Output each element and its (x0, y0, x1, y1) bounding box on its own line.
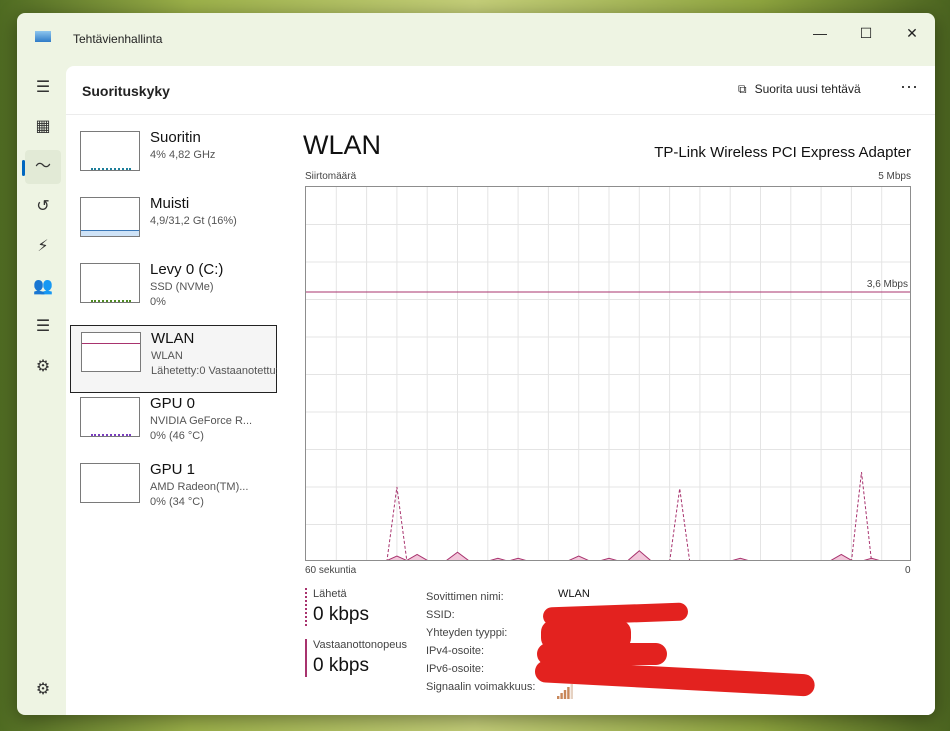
receive-point (386, 486, 408, 560)
device-name: Muisti (150, 195, 190, 212)
title-bar[interactable]: Tehtävienhallinta — ☐ ✕ (17, 13, 935, 65)
users-icon[interactable]: 👥 (33, 278, 53, 295)
connection-type-label: Yhteyden tyyppi: (426, 627, 508, 639)
y-max-label: 5 Mbps (878, 171, 911, 182)
task-manager-window: Tehtävienhallinta — ☐ ✕ ☰ ▦ 〜 ↺ ⚡ 👥 ☰ ⚙ … (17, 13, 935, 715)
run-new-task-label: Suorita uusi tehtävä (754, 82, 861, 96)
signal-bar (557, 696, 560, 699)
device-thumbnail (80, 463, 140, 503)
send-point (489, 557, 506, 560)
send-point (627, 550, 651, 560)
x-axis-right-label: 0 (905, 565, 911, 576)
x-axis-left-label: 60 sekuntia (305, 565, 357, 576)
signal-strength-icon (557, 684, 573, 699)
startup-apps-icon[interactable]: ⚡ (37, 238, 49, 255)
signal-strength-label: Signaalin voimakkuus: (426, 681, 536, 693)
send-point (406, 553, 428, 560)
adapter-name-value: WLAN (558, 588, 590, 600)
send-point (601, 557, 617, 560)
app-history-icon[interactable]: ↺ (36, 198, 50, 215)
receive-stat: Vastaanottonopeus 0 kbps (305, 639, 407, 677)
device-thumbnail (80, 263, 140, 303)
wlan-detail: WLAN TP-Link Wireless PCI Express Adapte… (303, 115, 935, 715)
services-icon[interactable]: ⚙ (35, 358, 51, 375)
processes-icon[interactable]: ▦ (35, 118, 51, 135)
redaction-mark (534, 660, 816, 697)
device-item-muisti[interactable]: Muisti 4,9/31,2 Gt (16%) (70, 191, 277, 259)
send-label: Lähetä (313, 588, 347, 600)
minimize-button[interactable]: — (813, 25, 827, 41)
new-task-icon: ⧉ (738, 82, 747, 96)
device-detail: AMD Radeon(TM)... (150, 481, 249, 493)
y-axis-label: Siirtomäärä (305, 171, 357, 182)
reference-line-label: 3,6 Mbps (867, 279, 908, 290)
device-item-gpu-1[interactable]: GPU 1 AMD Radeon(TM)... 0% (34 °C) (70, 457, 277, 525)
device-item-wlan[interactable]: WLAN WLAN Lähetetty:0 Vastaanotettu:0 (70, 325, 277, 393)
run-new-task-button[interactable]: ⧉ Suorita uusi tehtävä (738, 82, 861, 97)
receive-label: Vastaanottonopeus (313, 639, 407, 651)
receive-point (851, 471, 872, 560)
device-name: GPU 1 (150, 461, 196, 478)
send-point (446, 551, 469, 560)
hamburger-menu-icon[interactable]: ☰ (35, 79, 51, 96)
device-detail: WLAN (151, 350, 183, 362)
adapter-name-label: Sovittimen nimi: (426, 591, 504, 603)
ipv4-label: IPv4-osoite: (426, 645, 485, 657)
device-detail: 4,9/31,2 Gt (16%) (150, 215, 237, 227)
send-point (830, 553, 852, 560)
send-value: 0 kbps (313, 604, 369, 625)
device-name: WLAN (151, 330, 195, 347)
nav-rail: ☰ ▦ 〜 ↺ ⚡ 👥 ☰ ⚙ ⚙ (17, 65, 66, 715)
device-name: GPU 0 (150, 395, 196, 412)
device-detail: SSD (NVMe) (150, 281, 214, 293)
window-title: Tehtävienhallinta (73, 32, 163, 46)
device-thumbnail (80, 197, 140, 237)
device-detail: 0% (46 °C) (150, 430, 204, 442)
device-detail: 0% (150, 296, 166, 308)
device-thumbnail (80, 397, 140, 437)
send-point (510, 557, 527, 560)
details-icon[interactable]: ☰ (35, 318, 51, 335)
adapter-name: TP-Link Wireless PCI Express Adapter (654, 144, 911, 161)
signal-bar (563, 690, 567, 699)
device-detail: 4% 4,82 GHz (150, 149, 216, 161)
device-item-gpu-0[interactable]: GPU 0 NVIDIA GeForce R... 0% (46 °C) (70, 391, 277, 459)
device-title: WLAN (303, 130, 382, 160)
device-thumbnail (80, 131, 140, 171)
signal-bar (567, 687, 570, 699)
performance-icon[interactable]: 〜 (22, 150, 61, 184)
app-icon (35, 31, 51, 42)
signal-bar (560, 693, 563, 699)
signal-bar (570, 684, 573, 699)
close-button[interactable]: ✕ (906, 25, 918, 41)
device-detail: Lähetetty:0 Vastaanotettu:0 (151, 365, 277, 377)
device-name: Levy 0 (C:) (150, 261, 224, 278)
device-detail: 0% (34 °C) (150, 496, 204, 508)
ipv6-label: IPv6-osoite: (426, 663, 485, 675)
page-header: Suorituskyky ⧉ Suorita uusi tehtävä ··· (66, 66, 935, 115)
send-point (568, 555, 589, 560)
send-point (732, 557, 749, 560)
maximize-button[interactable]: ☐ (859, 25, 873, 41)
device-detail: NVIDIA GeForce R... (150, 415, 253, 427)
throughput-graph: 3,6 Mbps (305, 186, 911, 561)
device-item-suoritin[interactable]: Suoritin 4% 4,82 GHz (70, 125, 277, 193)
page-title: Suorituskyky (82, 83, 170, 99)
redaction-mark (537, 643, 667, 665)
more-options-button[interactable]: ··· (900, 76, 918, 96)
send-point (386, 555, 407, 560)
send-stat: Lähetä 0 kbps (305, 588, 369, 626)
send-point (863, 557, 880, 560)
device-item-levy-0-c-[interactable]: Levy 0 (C:) SSD (NVMe) 0% (70, 257, 277, 325)
receive-value: 0 kbps (313, 655, 369, 676)
device-thumbnail (81, 332, 141, 372)
content-pane: Suorituskyky ⧉ Suorita uusi tehtävä ··· S… (66, 66, 935, 715)
device-name: Suoritin (150, 129, 201, 146)
ssid-label: SSID: (426, 609, 455, 621)
adapter-properties: Sovittimen nimi: SSID: Yhteyden tyyppi: … (426, 588, 535, 696)
settings-icon[interactable]: ⚙ (35, 681, 51, 698)
